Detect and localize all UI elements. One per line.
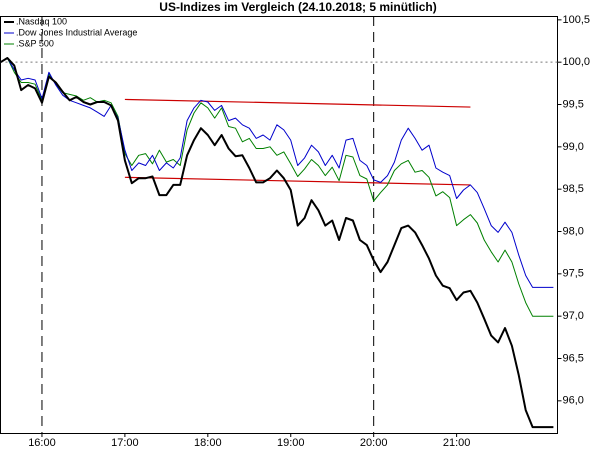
plot-frame xyxy=(0,16,558,434)
y-tick-label: 98,5 xyxy=(563,183,584,195)
legend-label: .Nasdaq 100 xyxy=(16,16,67,26)
x-tick-label: 18:00 xyxy=(194,437,222,449)
y-tick-label: 97,5 xyxy=(563,268,584,280)
legend-label: .Dow Jones Industrial Average xyxy=(16,27,137,37)
series-line xyxy=(0,57,554,429)
y-tick-label: 96,5 xyxy=(563,352,584,364)
x-tick-label: 20:00 xyxy=(360,437,388,449)
trend-line xyxy=(124,98,471,108)
x-tick-label: 16:00 xyxy=(28,437,56,449)
x-tick-label: 21:00 xyxy=(443,437,471,449)
y-tick-label: 98,0 xyxy=(563,225,584,237)
y-tick-label: 100,0 xyxy=(563,56,591,68)
y-tick-label: 99,0 xyxy=(563,141,584,153)
legend-label: .S&P 500 xyxy=(16,38,54,48)
x-tick-label: 19:00 xyxy=(277,437,305,449)
chart-title: US-Indizes im Vergleich (24.10.2018; 5 m… xyxy=(159,0,436,14)
trend-line xyxy=(124,176,471,186)
series-line xyxy=(0,57,554,288)
series-line xyxy=(0,57,554,317)
y-tick-label: 97,0 xyxy=(563,310,584,322)
x-tick-label: 17:00 xyxy=(111,437,139,449)
y-tick-label: 99,5 xyxy=(563,98,584,110)
y-tick-label: 96,0 xyxy=(563,395,584,407)
y-tick-label: 100,5 xyxy=(563,14,591,26)
